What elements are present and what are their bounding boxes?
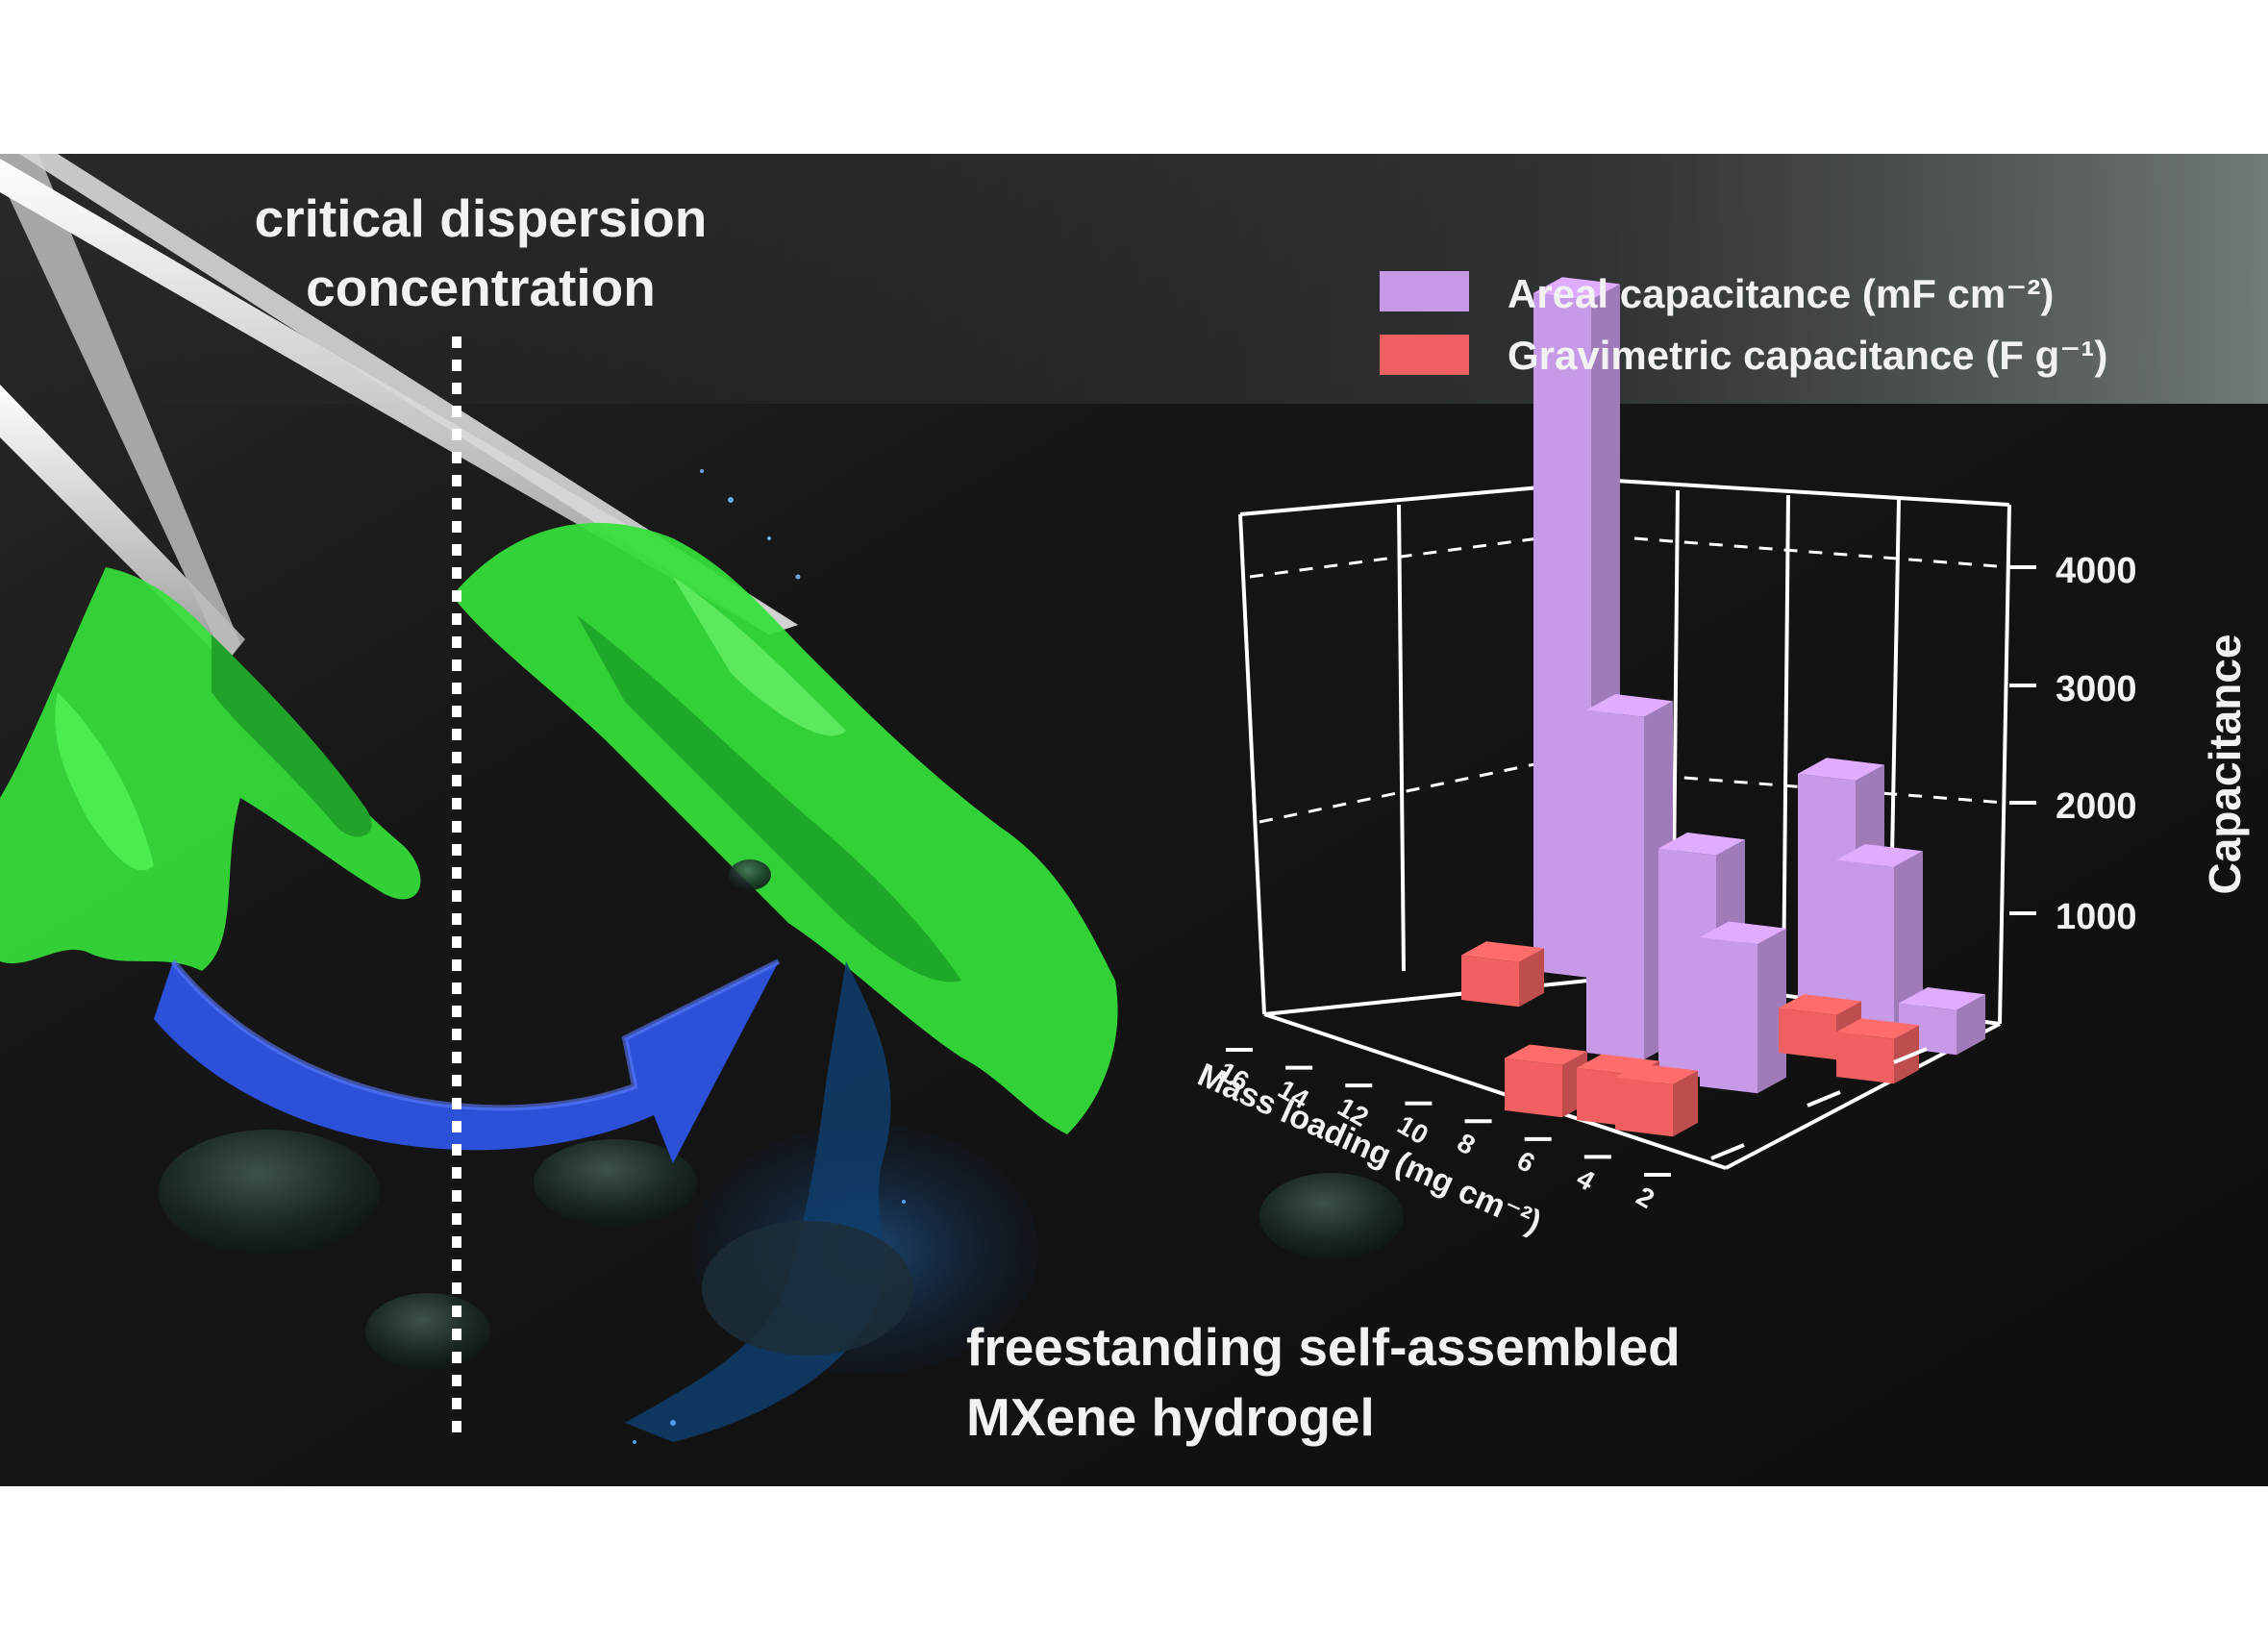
areal-bar-6-top xyxy=(1899,987,1985,1010)
tweezers-left xyxy=(0,154,245,663)
y-tick-mark xyxy=(1807,1090,1841,1107)
gravimetric-bar-1 xyxy=(1505,1044,1587,1118)
caption-hydrogel-line1: freestanding self-assembled xyxy=(966,1317,1681,1377)
legend-swatch-areal xyxy=(1380,271,1469,311)
legend-label-areal: Areal capacitance (mF cm⁻²) xyxy=(1508,271,2054,316)
gravimetric-bar-0-front xyxy=(1461,955,1519,1008)
gravimetric-bar-5-top xyxy=(1836,1018,1919,1039)
gravimetric-bar-3-front xyxy=(1615,1077,1673,1137)
chart-legend: Areal capacitance (mF cm⁻²) Gravimetric … xyxy=(1380,271,2107,378)
water-splash xyxy=(625,469,1038,1444)
chart-axis-line-8 xyxy=(1397,504,1406,972)
caption-concentration-line1: critical dispersion xyxy=(255,188,708,248)
areal-bar-5-top xyxy=(1836,844,1923,867)
chart-axis-line-10 xyxy=(1782,494,1790,991)
mxene-gel-right xyxy=(452,522,1118,1134)
tweezers-right xyxy=(0,154,798,634)
chart-axis-line-4 xyxy=(1263,1012,1727,1170)
areal-bar-2-top xyxy=(1658,833,1745,856)
gravimetric-bar-3-side xyxy=(1673,1070,1698,1137)
gravimetric-bar-0-side xyxy=(1519,948,1544,1008)
gravimetric-bar-1-top xyxy=(1505,1044,1587,1065)
z-tick-label: 2000 xyxy=(2056,786,2137,827)
gravimetric-bar-4-top xyxy=(1779,994,1861,1015)
gravimetric-bar-1-front xyxy=(1505,1057,1562,1118)
chart-axis-line-6 xyxy=(1263,974,1635,1016)
caption-hydrogel-line2: MXene hydrogel xyxy=(966,1387,1375,1447)
areal-bar-5-front xyxy=(1836,859,1894,1032)
gravimetric-bar-0 xyxy=(1461,941,1544,1008)
transition-arrow xyxy=(154,958,781,1163)
chart-gridline-2 xyxy=(1259,758,1558,824)
water-droplets xyxy=(159,859,1404,1370)
z-axis-label: Capacitance xyxy=(2200,634,2250,894)
y-tick-mark xyxy=(1893,1047,1928,1064)
chart-frame xyxy=(1238,479,2011,1170)
caption-concentration-line2: concentration xyxy=(306,258,656,317)
gravimetric-bar-5 xyxy=(1836,1018,1919,1084)
areal-bar-3-top xyxy=(1700,921,1786,945)
areal-bar-0-top xyxy=(1533,277,1620,300)
areal-bar-4-top xyxy=(1798,758,1884,781)
chart-bars xyxy=(1461,277,1985,1137)
areal-bar-3 xyxy=(1700,921,1786,1094)
gravimetric-bar-5-front xyxy=(1836,1032,1894,1084)
areal-bar-5 xyxy=(1836,844,1923,1032)
z-tick-label: 3000 xyxy=(2056,669,2137,709)
areal-bar-3-front xyxy=(1700,937,1757,1094)
gravimetric-bar-3-top xyxy=(1615,1063,1698,1084)
areal-bar-1-top xyxy=(1586,694,1673,717)
areal-bar-5-side xyxy=(1894,851,1923,1032)
areal-bar-0-front xyxy=(1533,292,1591,979)
legend-label-gravimetric: Gravimetric capacitance (F g⁻¹) xyxy=(1508,333,2107,378)
gravimetric-bar-4-front xyxy=(1779,1008,1836,1060)
chart-axis-line-3 xyxy=(1998,504,2011,1025)
chart-axis-line-2 xyxy=(1614,479,2010,507)
areal-bar-1-front xyxy=(1586,709,1644,1060)
legend-swatch-gravimetric xyxy=(1380,335,1469,375)
z-tick-label: 4000 xyxy=(2056,551,2137,591)
gravimetric-bar-3 xyxy=(1615,1063,1698,1137)
z-tick-label: 1000 xyxy=(2056,897,2137,937)
mxene-gel-left xyxy=(0,567,421,971)
chart-axis-line-0 xyxy=(1238,513,1266,1015)
gravimetric-bar-5-side xyxy=(1894,1025,1919,1084)
y-tick-mark xyxy=(1710,1143,1745,1160)
chart-gridline-1 xyxy=(1633,536,2010,569)
gravimetric-bar-0-top xyxy=(1461,941,1544,962)
areal-bar-6-side xyxy=(1956,994,1985,1056)
